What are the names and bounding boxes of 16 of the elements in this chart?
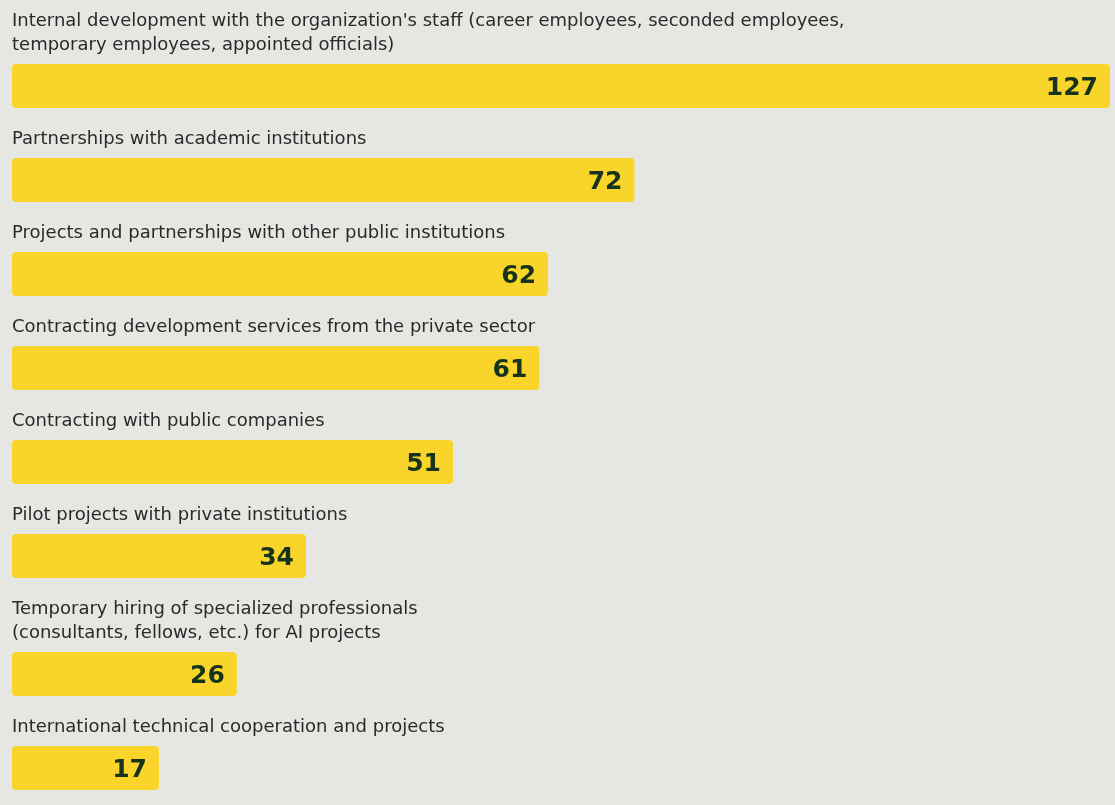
y-tick-label: Pilot projects with private institutions [12, 503, 348, 524]
y-tick-label: International technical cooperation and projects [12, 715, 445, 736]
y-tick-label: Contracting development services from the private sector [12, 315, 536, 336]
data-label: 17 [112, 754, 147, 783]
y-tick-label: Projects and partnerships with other public institutions [12, 221, 506, 242]
data-label: 72 [587, 166, 623, 195]
data-label: 26 [189, 660, 225, 689]
y-tick-label: Temporary hiring of specialized professionals (consultants, fellows, etc.) for AI projects [11, 597, 418, 642]
y-tick-label: Partnerships with academic institutions [12, 127, 367, 148]
data-label: 51 [406, 448, 441, 477]
data-label: 127 [1045, 72, 1098, 101]
y-tick-label: Internal development with the organization's staff (career employees, seconded employees, temporary employees, appointed officials) [12, 9, 845, 54]
data-label: 34 [259, 542, 294, 571]
data-label: 61 [492, 354, 528, 383]
data-label: 62 [501, 260, 537, 289]
y-tick-label: Contracting with public companies [12, 409, 325, 430]
